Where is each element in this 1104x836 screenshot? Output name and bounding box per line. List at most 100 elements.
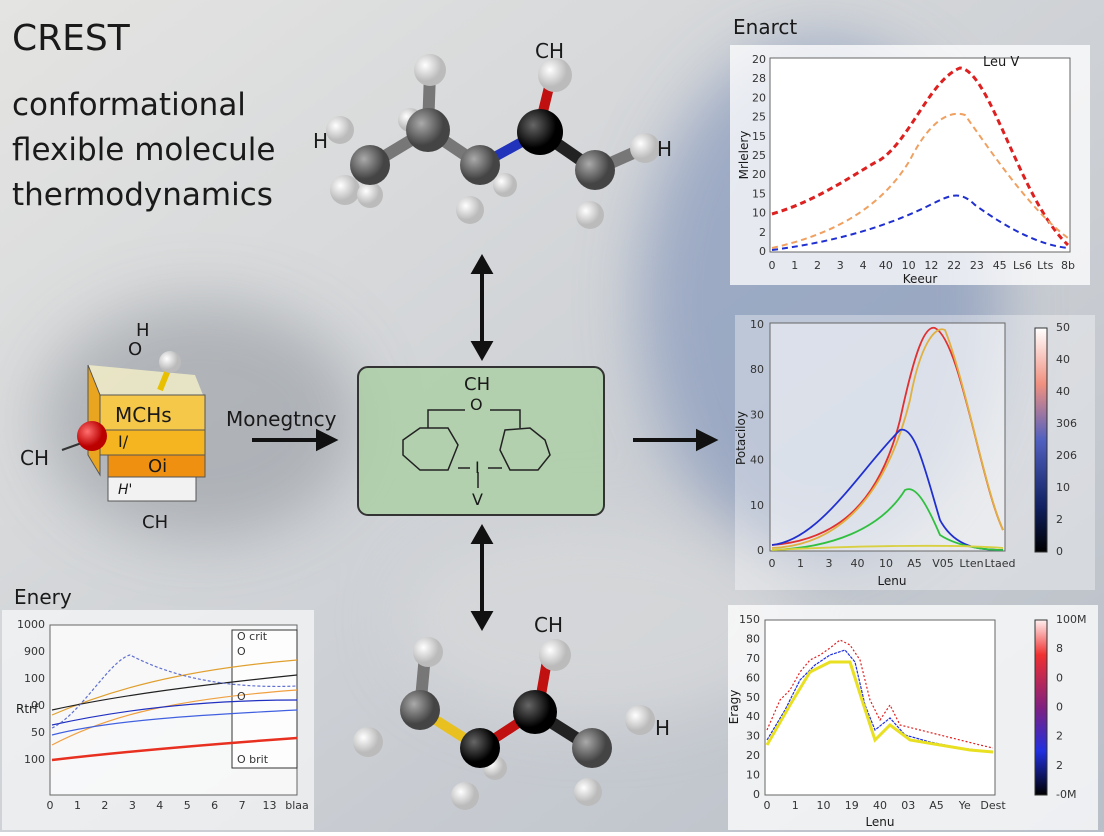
y-tick-label: 30 [746, 730, 760, 743]
x-tick-label: Lts [1037, 259, 1053, 272]
x-tick-label: 19 [845, 799, 859, 812]
legend-entry: O [237, 690, 246, 703]
x-tick-label: 45 [993, 259, 1007, 272]
x-tick-label: 13 [263, 799, 277, 812]
x-tick-label: 2 [814, 259, 821, 272]
x-tick-label: 0 [764, 799, 771, 812]
y-tick-label: 10 [752, 207, 766, 220]
bottom-molecule [353, 637, 655, 810]
y-tick-label: 25 [752, 149, 766, 162]
chart-title: Enery [14, 585, 72, 609]
x-tick-label: 23 [970, 259, 984, 272]
x-tick-label: Dest [980, 799, 1006, 812]
y-tick-label: 20 [752, 91, 766, 104]
y-tick-label: 900 [24, 645, 45, 658]
x-tick-label: A5 [907, 557, 922, 570]
x-tick-label: 2 [101, 799, 108, 812]
x-tick-label: 10 [817, 799, 831, 812]
x-tick-label: 8b [1061, 259, 1075, 272]
atom-label: H [136, 320, 150, 341]
atom-label: I [475, 458, 480, 477]
y-tick-label: 1000 [17, 618, 45, 631]
x-axis-label: Keeur [903, 272, 938, 286]
title: CREST [12, 18, 131, 59]
atom-label: O [128, 339, 142, 360]
y-tick-label: 0 [759, 245, 766, 258]
atom-label: O [470, 395, 483, 414]
legend-entry: O [237, 645, 246, 658]
y-tick-label: 100 [24, 672, 45, 685]
x-tick-label: 40 [879, 259, 893, 272]
x-tick-label: 5 [184, 799, 191, 812]
x-tick-label: 10 [879, 557, 893, 570]
arrows [252, 253, 719, 632]
layer-label: Oi [148, 456, 167, 477]
y-tick-label: 20 [746, 749, 760, 762]
legend [231, 629, 298, 769]
x-tick-label: 22 [947, 259, 961, 272]
y-tick-label: 10 [750, 318, 764, 331]
legend-entry: Leu V [983, 55, 1019, 70]
x-tick-label: 0 [47, 799, 54, 812]
x-axis-label: Lenu [865, 815, 894, 829]
curves [765, 639, 994, 754]
x-tick-label: 1 [792, 799, 799, 812]
x-tick-label: Ls6 [1013, 259, 1032, 272]
x-tick-label: 4 [860, 259, 867, 272]
colorbar-label: 50 [1056, 321, 1070, 334]
colorbar-label: 100M [1056, 613, 1087, 626]
y-tick-label: 80 [750, 363, 764, 376]
y-tick-label: 40 [746, 710, 760, 723]
colorbar-label: 0 [1056, 671, 1063, 684]
layer-box [61, 351, 206, 502]
subtitle: flexible molecule [12, 132, 275, 168]
y-tick-label: 0 [753, 788, 760, 801]
colorbar-label: -0M [1056, 788, 1076, 801]
x-tick-label: 3 [837, 259, 844, 272]
atom-label: CH [142, 512, 168, 533]
y-axis-label: Mrlelery [737, 131, 751, 180]
atom-label: CH [534, 613, 563, 637]
colorbar-label: 0 [1056, 701, 1063, 714]
y-tick-label: 150 [739, 613, 760, 626]
x-tick-label: 40 [873, 799, 887, 812]
x-tick-label: 0 [769, 259, 776, 272]
x-tick-label: 40 [851, 557, 865, 570]
atom-label: H [655, 716, 670, 740]
top-molecule [326, 54, 660, 229]
colorbar [1034, 619, 1048, 796]
x-axis-label: Lenu [877, 574, 906, 588]
y-axis-label: Eragy [727, 690, 741, 725]
x-tick-label: Ltaed [985, 557, 1016, 570]
structure-box [357, 366, 605, 516]
x-tick-label: Lten [959, 557, 983, 570]
x-tick-label: A5 [929, 799, 944, 812]
colorbar-label: 8 [1056, 642, 1063, 655]
x-tick-label: 1 [74, 799, 81, 812]
colorbar-label: 206 [1056, 449, 1077, 462]
curves [771, 326, 1004, 551]
colorbar-label: 306 [1056, 417, 1077, 430]
y-axis-label: Rtrf [16, 702, 39, 716]
x-tick-label: 0 [769, 557, 776, 570]
y-tick-label: 30 [750, 408, 764, 421]
colorbar-label: 40 [1056, 353, 1070, 366]
plot-area [769, 322, 1006, 552]
atom-label: CH [464, 374, 490, 395]
y-tick-label: 50 [746, 691, 760, 704]
x-tick-label: 10 [902, 259, 916, 272]
legend-entry: O crit [237, 630, 268, 643]
chart-title: Enarct [733, 15, 797, 39]
y-tick-label: 10 [750, 499, 764, 512]
curves [51, 654, 298, 762]
colorbar-label: 40 [1056, 385, 1070, 398]
x-tick-label: 12 [924, 259, 938, 272]
y-tick-label: 100 [24, 753, 45, 766]
atom-label: H [313, 129, 328, 153]
layer-label: H' [118, 482, 132, 498]
x-tick-label: 6 [211, 799, 218, 812]
y-tick-label: 15 [752, 130, 766, 143]
y-tick-label: 60 [746, 671, 760, 684]
